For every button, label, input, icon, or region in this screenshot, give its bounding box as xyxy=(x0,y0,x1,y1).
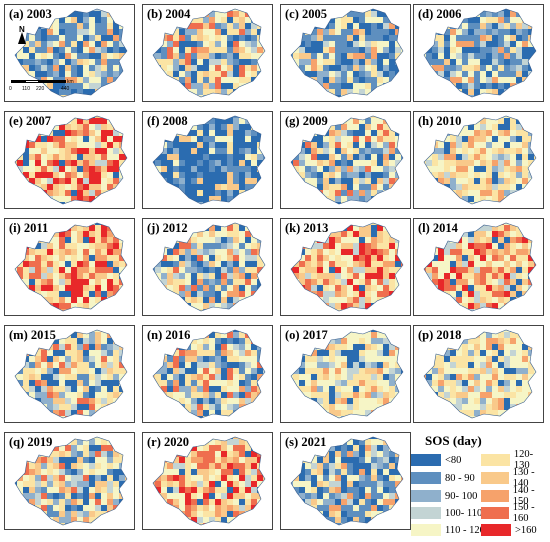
map-panel: (a) 2003 N 0 110 220 440 km xyxy=(4,4,135,102)
panel-label: (p) 2018 xyxy=(418,328,462,342)
legend: SOS (day) <80 80 - 90 90- 100 100- 110 110 -… xyxy=(411,433,550,542)
scale-tick-label: 220 xyxy=(36,86,45,92)
panel-label: (b) 2004 xyxy=(147,7,191,21)
legend-item: <80 xyxy=(411,453,461,467)
map-panel: (i) 2011 xyxy=(4,218,135,316)
map-panel: (q) 2019 xyxy=(4,432,135,530)
legend-label: 140 - 150 xyxy=(512,485,535,507)
panel-label: (e) 2007 xyxy=(9,114,51,128)
scale-tick-label: 0 xyxy=(9,86,12,92)
map-panel: (d) 2006 xyxy=(413,4,544,102)
region-map xyxy=(290,329,404,419)
legend-title: SOS (day) xyxy=(425,433,482,448)
map-panel: (g) 2009 xyxy=(280,111,411,209)
legend-label: 120- 130 xyxy=(513,449,534,471)
scale-unit: km xyxy=(67,79,74,85)
map-panel: (f) 2008 xyxy=(142,111,273,209)
map-panel: (l) 2014 xyxy=(413,218,544,316)
legend-swatch xyxy=(411,524,441,536)
legend-label: 130 - 140 xyxy=(512,467,535,489)
legend-swatch xyxy=(411,472,441,484)
region-map xyxy=(152,8,266,98)
region-map xyxy=(152,436,266,526)
legend-swatch xyxy=(481,490,509,502)
legend-item: 90- 100 xyxy=(411,489,477,503)
legend-label: <80 xyxy=(445,454,462,466)
map-panel: (s) 2021 xyxy=(280,432,411,530)
legend-label: 100- 110 xyxy=(445,507,483,519)
north-arrow-icon xyxy=(18,32,26,44)
panel-label: (f) 2008 xyxy=(147,114,188,128)
panel-label: (k) 2013 xyxy=(285,221,329,235)
legend-label: 90- 100 xyxy=(445,490,478,502)
panel-label: (d) 2006 xyxy=(418,7,462,21)
panel-label: (q) 2019 xyxy=(9,435,53,449)
legend-item: 130 - 140 xyxy=(481,467,550,489)
panel-label: (l) 2014 xyxy=(418,221,458,235)
map-panel: (o) 2017 xyxy=(280,325,411,423)
legend-swatch xyxy=(411,490,441,502)
legend-item: 110 - 120 xyxy=(411,523,485,537)
legend-swatch xyxy=(481,507,509,519)
region-map xyxy=(423,222,537,312)
panel-label: (i) 2011 xyxy=(9,221,49,235)
panel-label: (g) 2009 xyxy=(285,114,328,128)
panel-label: (c) 2005 xyxy=(285,7,327,21)
panel-label: (j) 2012 xyxy=(147,221,188,235)
region-map xyxy=(423,8,537,98)
map-panel: (r) 2020 xyxy=(142,432,273,530)
region-map xyxy=(14,115,128,205)
panel-label: (m) 2015 xyxy=(9,328,56,342)
legend-swatch xyxy=(481,524,511,536)
scale-tick-label: 440 xyxy=(61,86,70,92)
legend-swatch xyxy=(481,454,510,466)
legend-label: 80 - 90 xyxy=(445,472,475,484)
scale-bar xyxy=(11,80,66,84)
panel-label: (o) 2017 xyxy=(285,328,328,342)
legend-item: 150 - 160 xyxy=(481,502,550,524)
region-map xyxy=(14,436,128,526)
region-map xyxy=(14,329,128,419)
legend-label: >160 xyxy=(515,524,537,536)
map-panel: (k) 2013 xyxy=(280,218,411,316)
scale-tick-label: 110 xyxy=(22,86,30,92)
map-panel: (c) 2005 xyxy=(280,4,411,102)
map-panel: (j) 2012 xyxy=(142,218,273,316)
panel-label: (r) 2020 xyxy=(147,435,189,449)
legend-item: 120- 130 xyxy=(481,449,550,471)
legend-item: 80 - 90 xyxy=(411,471,475,485)
map-panel: (e) 2007 xyxy=(4,111,135,209)
legend-swatch xyxy=(411,507,441,519)
region-map xyxy=(290,8,404,98)
panel-label: (h) 2010 xyxy=(418,114,462,128)
legend-item: 140 - 150 xyxy=(481,485,550,507)
region-map xyxy=(152,222,266,312)
panel-label: (s) 2021 xyxy=(285,435,327,449)
map-panel: (b) 2004 xyxy=(142,4,273,102)
legend-label: 110 - 120 xyxy=(445,524,485,536)
map-panel: (h) 2010 xyxy=(413,111,544,209)
legend-swatch xyxy=(481,472,509,484)
region-map xyxy=(290,436,404,526)
north-label: N xyxy=(19,25,25,34)
map-panel: (m) 2015 xyxy=(4,325,135,423)
legend-swatch xyxy=(411,454,441,466)
map-panel: (p) 2018 xyxy=(413,325,544,423)
panel-label: (n) 2016 xyxy=(147,328,191,342)
legend-label: 150 - 160 xyxy=(512,502,535,524)
region-map xyxy=(152,115,266,205)
panel-label: (a) 2003 xyxy=(9,7,52,21)
region-map xyxy=(290,222,404,312)
map-panel: (n) 2016 xyxy=(142,325,273,423)
legend-item: 100- 110 xyxy=(411,506,482,520)
region-map xyxy=(290,115,404,205)
region-map xyxy=(152,329,266,419)
region-map xyxy=(14,222,128,312)
legend-item: >160 xyxy=(481,523,537,537)
region-map xyxy=(423,115,537,205)
region-map xyxy=(423,329,537,419)
